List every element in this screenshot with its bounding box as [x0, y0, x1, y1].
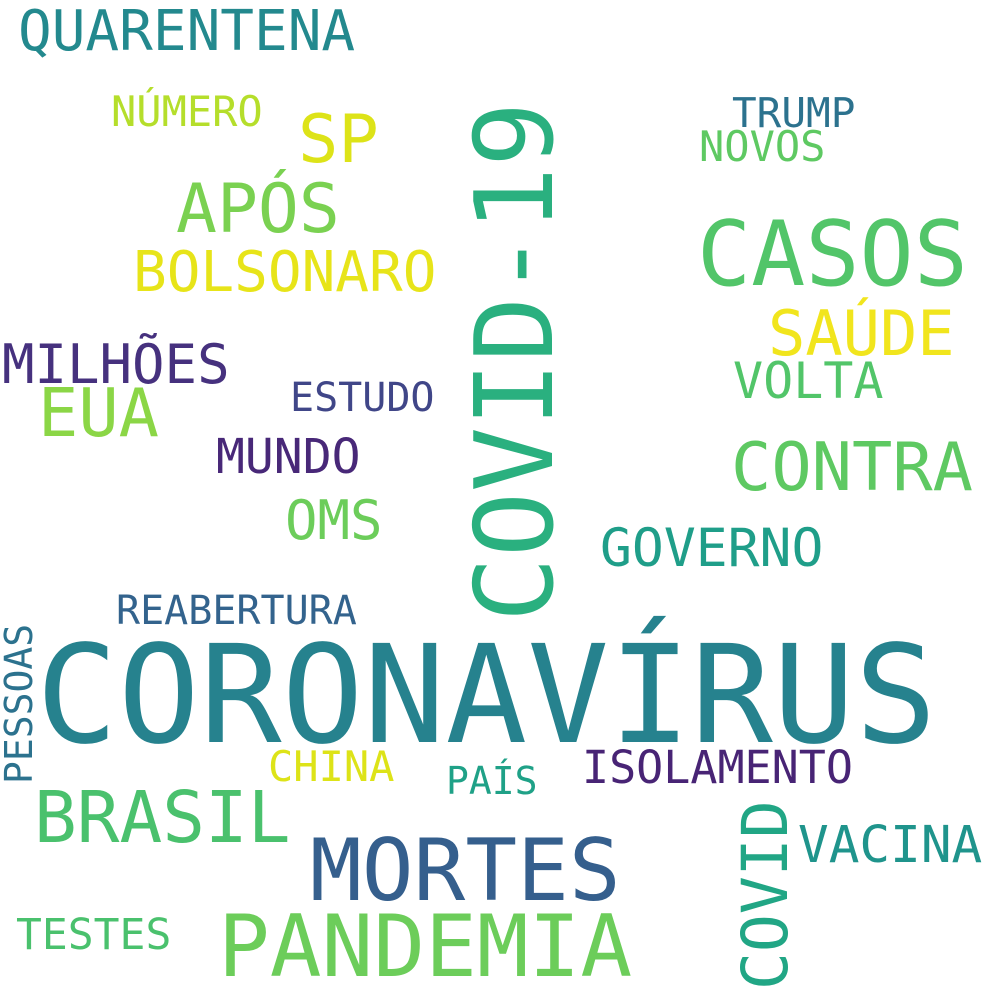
word-pais: PAÍS [446, 759, 538, 803]
word-pessoas: PESSOAS [0, 623, 41, 784]
word-numero: NÚMERO [111, 87, 263, 136]
word-novos: NOVOS [699, 122, 826, 171]
word-volta: VOLTA [733, 352, 884, 410]
word-saude: SAÚDE [768, 297, 955, 370]
word-coronavirus: CORONAVÍRUS [36, 617, 937, 775]
word-isolamento: ISOLAMENTO [582, 741, 853, 794]
word-vacina: VACINA [798, 816, 983, 875]
word-estudo: ESTUDO [290, 375, 435, 421]
word-covid: COVID [729, 800, 802, 990]
word-pandemia: PANDEMIA [218, 897, 633, 997]
word-casos: CASOS [697, 202, 968, 307]
word-quarentena: QUARENTENA [18, 0, 356, 64]
word-trump: TRUMP [732, 89, 856, 137]
word-covid-19: COVID-19 [453, 101, 578, 622]
word-mundo: MUNDO [216, 429, 361, 485]
word-governo: GOVERNO [600, 518, 824, 579]
word-apos: APÓS [176, 170, 340, 249]
word-oms: OMS [285, 489, 383, 552]
word-sp: SP [298, 100, 379, 178]
word-china: CHINA [268, 742, 395, 791]
word-reabertura: REABERTURA [116, 588, 357, 634]
word-mortes: MORTES [310, 821, 621, 921]
word-eua: EUA [38, 374, 160, 452]
word-testes: TESTES [16, 910, 172, 960]
word-bolsonaro: BOLSONARO [133, 240, 437, 305]
word-contra: CONTRA [731, 428, 974, 506]
word-brasil: BRASIL [34, 776, 291, 859]
word-milhoes: MILHÕES [2, 333, 230, 396]
